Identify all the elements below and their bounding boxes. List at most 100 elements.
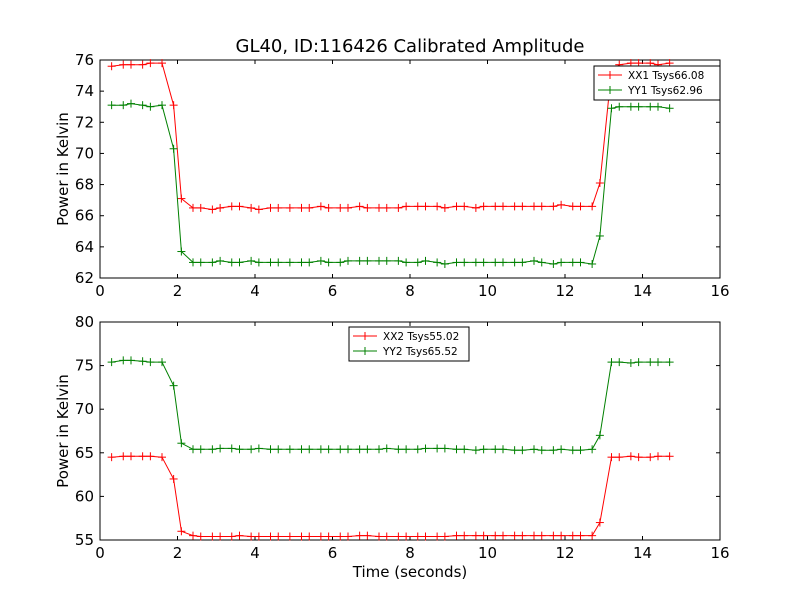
data-point (595, 231, 604, 240)
data-point (402, 258, 411, 267)
data-point (382, 444, 391, 453)
data-point (254, 205, 263, 214)
data-point (394, 532, 403, 541)
data-point (285, 258, 294, 267)
data-point (588, 445, 597, 454)
data-point (530, 256, 538, 265)
x-tick-label: 0 (95, 282, 105, 300)
data-point (607, 358, 616, 367)
data-point (169, 144, 178, 153)
data-point (595, 431, 604, 440)
data-point (549, 202, 558, 211)
data-point (138, 452, 147, 461)
y-axis-label: Power in Kelvin (54, 112, 72, 226)
data-point (158, 453, 166, 462)
data-point (471, 203, 480, 212)
data-point (344, 203, 352, 212)
data-point (235, 258, 244, 267)
data-point (413, 202, 422, 211)
data-point (576, 202, 585, 211)
data-point (588, 259, 597, 268)
legend-label: XX2 Tsys55.02 (383, 331, 459, 343)
data-point (355, 445, 364, 454)
data-point (146, 102, 155, 111)
data-point (216, 444, 225, 453)
data-point (518, 202, 527, 211)
data-point (285, 445, 294, 454)
data-point (208, 532, 217, 541)
data-point (297, 258, 306, 267)
data-point (196, 258, 205, 267)
data-point (654, 452, 662, 461)
data-point (576, 531, 585, 540)
data-point (452, 531, 461, 540)
data-point (491, 202, 500, 211)
data-point (227, 258, 236, 267)
legend-box (348, 326, 470, 362)
data-point (375, 445, 383, 454)
data-point (316, 202, 325, 211)
data-point (316, 256, 325, 265)
data-point (247, 256, 256, 265)
data-point (491, 445, 500, 454)
data-point (460, 202, 469, 211)
data-point (196, 445, 205, 454)
data-point (177, 527, 186, 536)
y-tick-label: 60 (75, 487, 94, 505)
data-point (413, 445, 422, 454)
data-point (107, 101, 116, 110)
data-point (127, 99, 135, 108)
data-point (615, 453, 624, 462)
data-point (177, 247, 186, 256)
data-point (499, 202, 507, 211)
data-point (235, 445, 244, 454)
data-point (654, 358, 662, 367)
data-point (138, 60, 147, 69)
x-tick-label: 14 (633, 282, 652, 300)
data-point (324, 203, 333, 212)
data-point (452, 258, 461, 267)
data-point (274, 203, 283, 212)
data-point (274, 445, 283, 454)
data-point (402, 445, 411, 454)
data-point (479, 202, 488, 211)
x-axis-label: Time (seconds) (352, 563, 468, 581)
data-point (510, 531, 519, 540)
data-point (549, 531, 558, 540)
data-point (537, 446, 546, 455)
data-point (216, 203, 225, 212)
data-point (297, 445, 306, 454)
data-point (634, 453, 643, 462)
data-point (305, 445, 314, 454)
data-point (355, 202, 364, 211)
data-point (537, 202, 546, 211)
data-point (471, 531, 480, 540)
data-point (646, 102, 655, 111)
data-point (355, 531, 364, 540)
data-point (634, 358, 643, 367)
data-point (440, 259, 449, 268)
data-point (402, 532, 411, 541)
data-point (227, 532, 236, 541)
data-point (607, 453, 616, 462)
data-point (305, 203, 314, 212)
y-tick-label: 75 (75, 357, 94, 375)
x-tick-label: 12 (555, 544, 574, 562)
data-point (119, 356, 128, 365)
bottom-plot: 0 2 4 6 8 10 12 14 16 55 60 65 70 75 80 Power in Kelvin… (54, 313, 730, 581)
data-point (665, 104, 674, 113)
data-point (568, 531, 577, 540)
data-point (440, 203, 449, 212)
data-point (247, 445, 256, 454)
data-point (119, 101, 128, 110)
data-point (394, 203, 403, 212)
data-point (107, 358, 116, 367)
data-point (285, 203, 294, 212)
data-point (557, 531, 566, 540)
data-point (479, 258, 488, 267)
x-tick-label: 8 (405, 544, 415, 562)
data-point (227, 202, 236, 211)
data-point (247, 203, 256, 212)
data-point (146, 452, 155, 461)
